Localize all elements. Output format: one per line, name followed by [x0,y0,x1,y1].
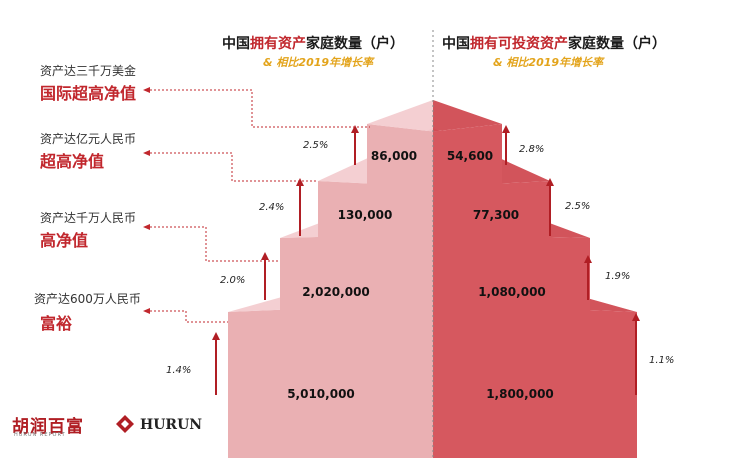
tier-threshold-intl-uhnw: 资产达三千万美金 [40,64,137,78]
tier-name-affluent: 富裕 [40,314,73,333]
value-label-investable-intl-uhnw: 54,600 [447,149,493,163]
hurun-emblem-icon [116,415,134,433]
tier-name-intl-uhnw: 国际超高净值 [40,84,137,103]
growth-arrow-head-left-uhnw [296,178,304,186]
pyramid-top-right-intl-uhnw [433,100,502,132]
left-header: 中国拥有资产家庭数量（户） [222,36,404,52]
growth-right-uhnw: 2.5% [565,201,591,212]
growth-arrow-head-left-hnw [261,252,269,260]
value-label-assets-hnw: 2,020,000 [302,285,370,299]
tier-name-hnw: 高净值 [40,231,89,250]
growth-left-hnw: 2.0% [220,275,246,286]
growth-arrow-head-right-uhnw [546,178,554,186]
value-label-investable-hnw: 1,080,000 [478,285,546,299]
growth-left-affluent: 1.4% [166,365,192,376]
tier-connector-arrowhead-uhnw [143,150,150,156]
tier-connector-uhnw [150,152,318,182]
tier-threshold-affluent: 资产达600万人民币 [34,292,141,306]
tier-connector-hnw [150,226,280,262]
growth-left-uhnw: 2.4% [259,202,285,213]
right-header: 中国拥有可投资资产家庭数量（户） [442,36,666,52]
growth-arrow-head-right-affluent [632,313,640,321]
right-subtitle: & 相比2019年增长率 [493,56,604,69]
value-label-assets-uhnw: 130,000 [338,208,393,222]
pyramid-left-face-intl-uhnw [367,124,433,234]
tier-threshold-uhnw: 资产达亿元人民币 [40,132,137,146]
tier-connector-affluent [150,310,228,323]
growth-arrow-head-right-hnw [584,255,592,263]
growth-right-affluent: 1.1% [649,355,675,366]
tier-threshold-hnw: 资产达千万人民币 [40,211,137,225]
hurun-chinese-logo: 胡润百富 [12,417,84,437]
growth-right-hnw: 1.9% [605,271,631,282]
tier-name-uhnw: 超高净值 [40,152,105,171]
growth-arrow-head-right-intl-uhnw [502,125,510,133]
hurun-logo-subtext: HURUN REPORT [14,432,66,438]
growth-arrow-head-left-intl-uhnw [351,125,359,133]
growth-right-intl-uhnw: 2.8% [519,144,545,155]
left-subtitle: & 相比2019年增长率 [263,56,374,69]
value-label-assets-intl-uhnw: 86,000 [371,149,417,163]
pyramid-right-face-intl-uhnw [433,124,502,234]
tier-connector-arrowhead-hnw [143,224,150,230]
tier-connector-intl-uhnw [150,89,370,128]
value-label-investable-uhnw: 77,300 [473,208,519,222]
hurun-english-logo: HURUN [140,417,203,433]
value-label-investable-affluent: 1,800,000 [486,387,554,401]
tier-connector-arrowhead-intl-uhnw [143,87,150,93]
growth-arrow-head-left-affluent [212,332,220,340]
tier-connector-arrowhead-affluent [143,308,150,314]
growth-left-intl-uhnw: 2.5% [303,140,329,151]
value-label-assets-affluent: 5,010,000 [287,387,355,401]
